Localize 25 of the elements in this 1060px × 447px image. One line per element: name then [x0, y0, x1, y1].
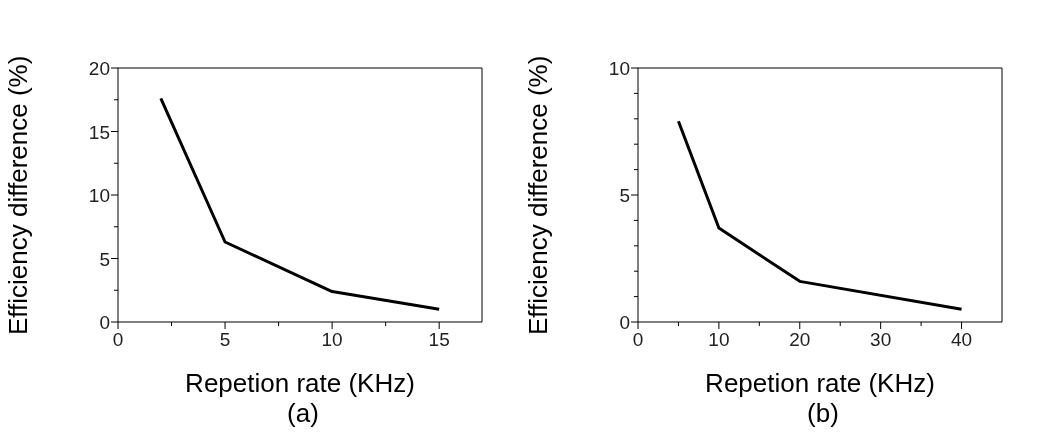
- y-tick-label: 20: [88, 58, 110, 79]
- y-axis-title: Efficiency difference (%): [3, 55, 34, 335]
- y-tick-label: 0: [619, 312, 630, 333]
- y-tick-label: 15: [88, 121, 110, 143]
- text: (a): [286, 398, 320, 429]
- x-tick-label: 40: [950, 329, 973, 350]
- y-tick-label: 5: [99, 248, 110, 270]
- x-tick-label: 10: [708, 329, 730, 350]
- x-axis-title: Repetion rate (KHz): [185, 368, 415, 398]
- y-tick-label: 10: [608, 58, 630, 79]
- x-tick-label: 5: [219, 329, 231, 350]
- x-tick-label: 30: [870, 329, 892, 350]
- text: (b): [806, 398, 840, 429]
- x-tick-label: 20: [789, 329, 811, 350]
- line-series: [676, 119, 964, 311]
- x-tick-label: 0: [112, 329, 124, 350]
- y-tick-label: 5: [619, 185, 630, 206]
- y-axis-title: Efficiency difference (%): [523, 55, 554, 335]
- y-tick-label: 10: [88, 185, 110, 206]
- x-tick-label: 0: [632, 329, 644, 350]
- y-tick-label: 0: [99, 312, 110, 333]
- line-series: [159, 96, 441, 311]
- x-tick-label: 10: [321, 329, 343, 350]
- x-axis-title: Repetion rate (KHz): [705, 368, 935, 398]
- x-tick-label: 15: [428, 329, 450, 350]
